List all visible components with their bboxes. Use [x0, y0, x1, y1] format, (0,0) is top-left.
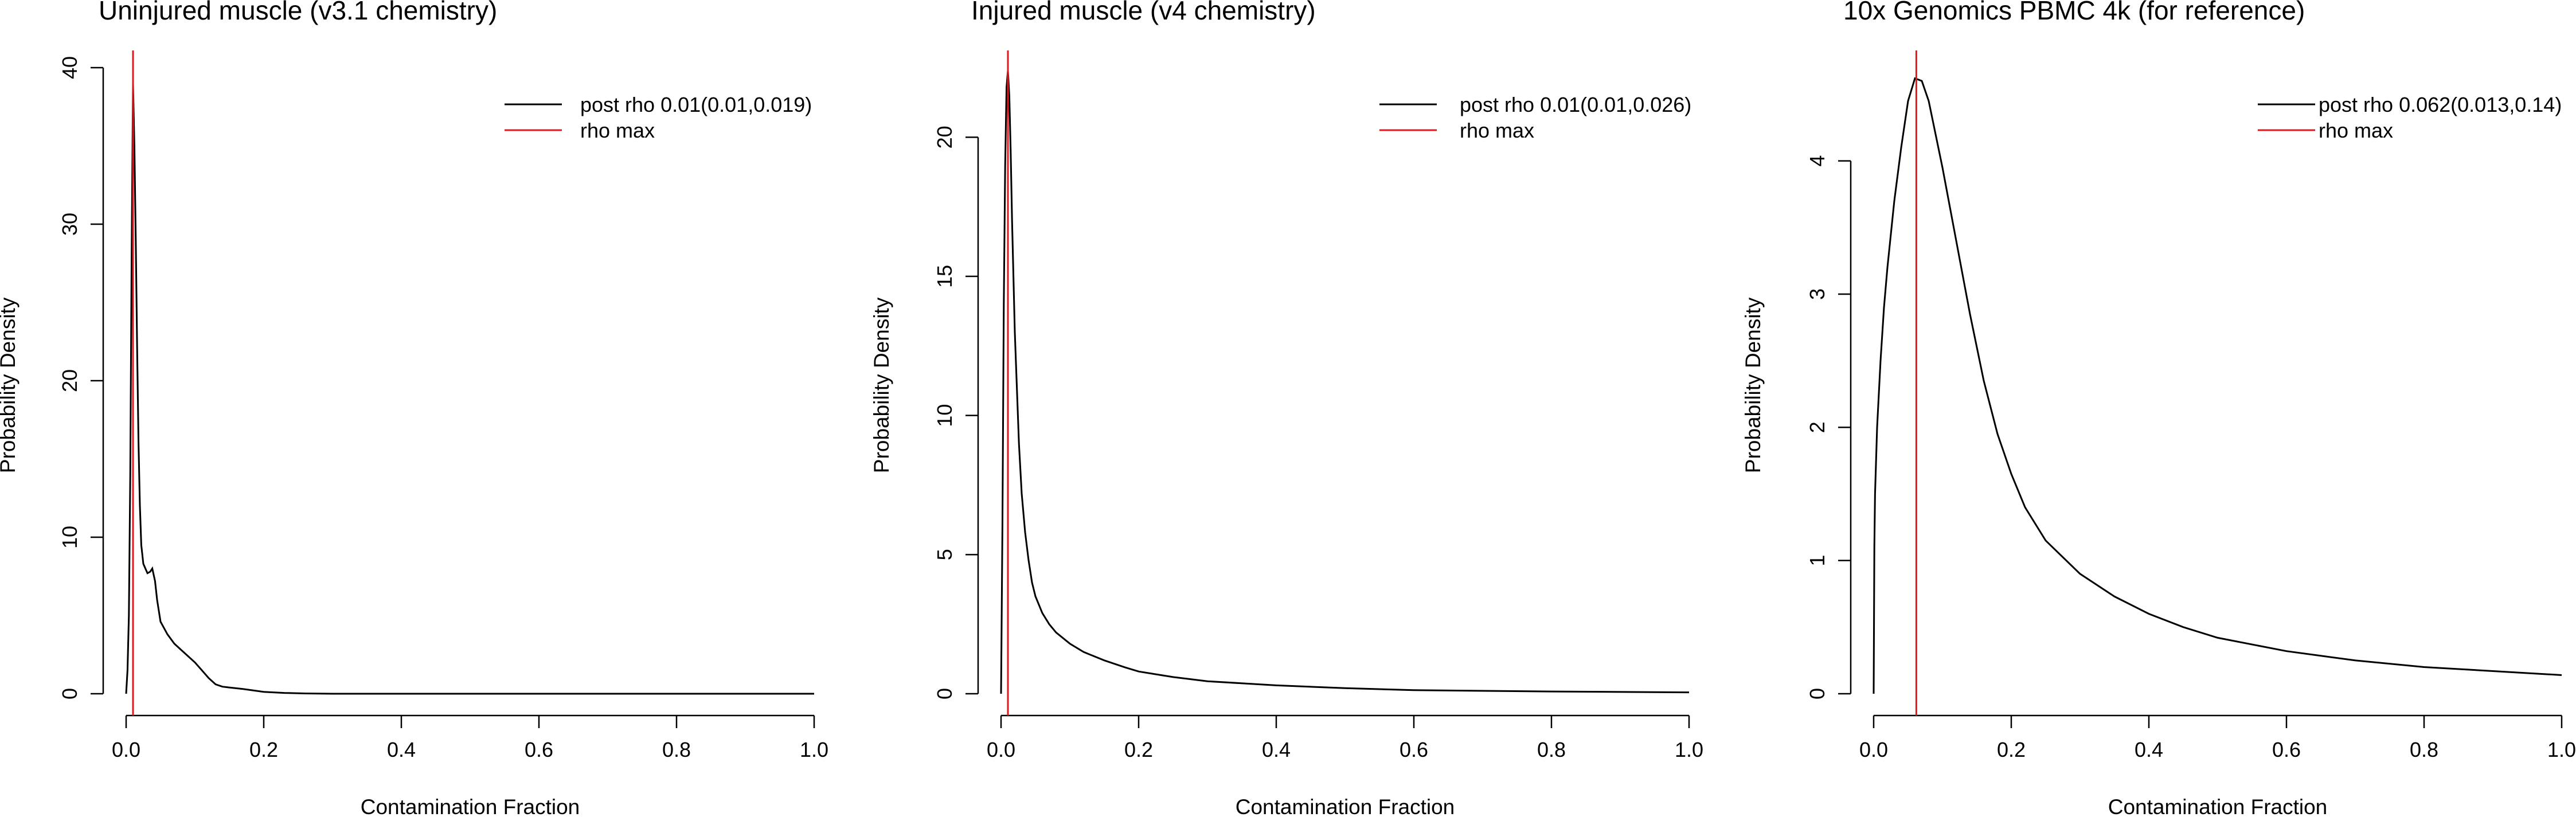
legend: post rho 0.01(0.01,0.026) rho max	[1379, 93, 1691, 142]
legend-entry-posterior: post rho 0.062(0.013,0.14)	[2319, 93, 2562, 116]
y-axis-label: Probability Density	[0, 297, 19, 473]
x-tick-label: 0.0	[987, 738, 1015, 761]
legend-entry-rho-max: rho max	[2319, 119, 2393, 142]
legend-entry-rho-max: rho max	[1460, 119, 1534, 142]
y-tick-label: 3	[1805, 288, 1829, 300]
y-tick-label: 30	[58, 213, 81, 236]
panel-pbmc: 10x Genomics PBMC 4k (for reference) 0.0…	[1741, 0, 2576, 817]
x-tick-label: 0.6	[1400, 738, 1428, 761]
x-tick-label: 0.2	[1124, 738, 1153, 761]
x-axis-label: Contamination Fraction	[1236, 795, 1455, 817]
y-tick-label: 0	[933, 688, 956, 699]
y-tick-label: 10	[58, 526, 81, 549]
panel-title: Uninjured muscle (v3.1 chemistry)	[99, 0, 497, 25]
legend: post rho 0.062(0.013,0.14) rho max	[2258, 93, 2562, 142]
y-tick-label: 5	[933, 549, 956, 560]
density-plot-area: 0.0 0.2 0.4 0.6 0.8 1.0 0 1 2 3 4	[1805, 50, 2576, 761]
panel-title: Injured muscle (v4 chemistry)	[971, 0, 1316, 25]
y-tick-label: 1	[1805, 555, 1829, 566]
x-tick-label: 0.4	[1262, 738, 1291, 761]
x-tick-label: 0.0	[112, 738, 140, 761]
y-tick-label: 40	[58, 56, 81, 79]
x-tick-label: 0.6	[525, 738, 553, 761]
panel-title: 10x Genomics PBMC 4k (for reference)	[1843, 0, 2305, 25]
density-plot-area: 0.0 0.2 0.4 0.6 0.8 1.0 0 5 10 15 20	[933, 50, 1703, 761]
posterior-density-curve	[1000, 70, 1690, 694]
x-tick-label: 1.0	[800, 738, 828, 761]
y-tick-label: 15	[933, 265, 956, 288]
x-tick-label: 0.8	[1537, 738, 1566, 761]
y-tick-label: 20	[933, 126, 956, 148]
panel-uninjured: Uninjured muscle (v3.1 chemistry) 0.0 0.2…	[0, 0, 828, 817]
x-tick-label: 0.6	[2272, 738, 2301, 761]
panel-injured: Injured muscle (v4 chemistry) 0.0 0.2 0.4 0…	[870, 0, 1703, 817]
y-axis-label: Probability Density	[870, 297, 893, 473]
y-tick-label: 20	[58, 369, 81, 392]
posterior-density-curve	[125, 83, 814, 695]
x-tick-label: 1.0	[1675, 738, 1703, 761]
density-plot-area: 0.0 0.2 0.4 0.6 0.8 1.0 0 10 20 30 40	[58, 50, 828, 761]
x-tick-label: 0.0	[1859, 738, 1888, 761]
legend: post rho 0.01(0.01,0.019) rho max	[505, 93, 812, 142]
posterior-density-curve	[1873, 77, 2562, 694]
x-tick-label: 0.4	[2135, 738, 2163, 761]
y-tick-label: 4	[1805, 155, 1829, 167]
y-tick-label: 0	[1805, 688, 1829, 699]
x-tick-label: 0.8	[2410, 738, 2438, 761]
x-axis-label: Contamination Fraction	[361, 795, 580, 817]
x-tick-label: 0.2	[1997, 738, 2026, 761]
legend-entry-posterior: post rho 0.01(0.01,0.019)	[580, 93, 812, 116]
x-tick-label: 1.0	[2547, 738, 2576, 761]
x-tick-label: 0.8	[662, 738, 691, 761]
legend-entry-posterior: post rho 0.01(0.01,0.026)	[1460, 93, 1691, 116]
x-tick-label: 0.2	[249, 738, 278, 761]
x-tick-label: 0.4	[387, 738, 416, 761]
y-axis-label: Probability Density	[1741, 297, 1765, 473]
legend-entry-rho-max: rho max	[580, 119, 655, 142]
y-tick-label: 2	[1805, 421, 1829, 433]
y-tick-label: 10	[933, 404, 956, 427]
y-tick-label: 0	[58, 688, 81, 699]
x-axis-label: Contamination Fraction	[2108, 795, 2328, 817]
